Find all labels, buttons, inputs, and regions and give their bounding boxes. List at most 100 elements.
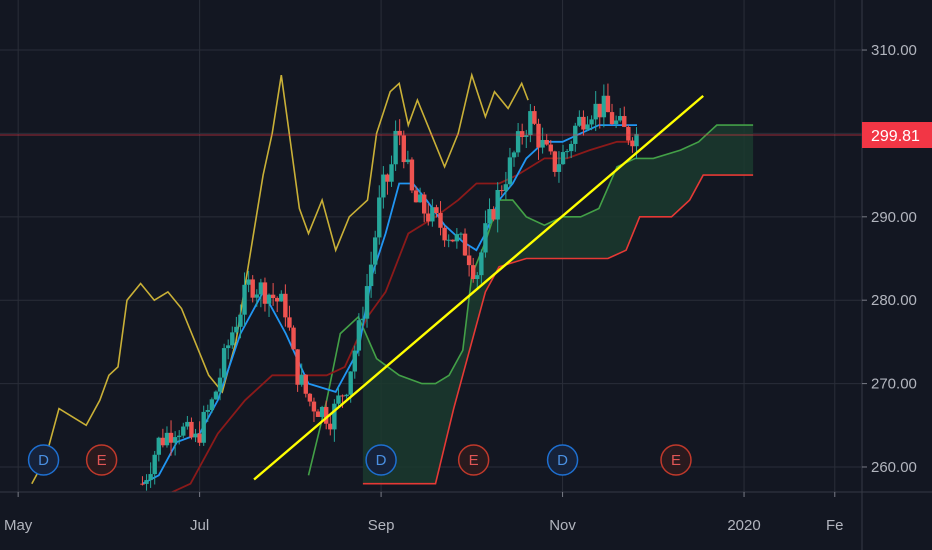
y-tick-label: 280.00 bbox=[871, 292, 917, 309]
candle-up bbox=[613, 120, 619, 125]
candle-down bbox=[197, 433, 202, 443]
candle-up bbox=[181, 426, 186, 436]
candle-up bbox=[446, 239, 451, 241]
candle-up bbox=[405, 159, 411, 163]
last-price-badge: 299.81 bbox=[862, 122, 932, 149]
last-price-badge-bg bbox=[862, 122, 932, 149]
candle-down bbox=[442, 227, 447, 241]
candle-up bbox=[507, 157, 513, 185]
candle-up bbox=[556, 164, 562, 172]
candle-up bbox=[336, 395, 341, 404]
x-tick-label: Jul bbox=[190, 517, 209, 534]
trendline-layer[interactable] bbox=[0, 94, 862, 481]
candle-down bbox=[519, 131, 525, 137]
candle-up bbox=[577, 116, 582, 126]
candle-up bbox=[515, 131, 521, 153]
candle-up bbox=[585, 124, 590, 130]
candle-up bbox=[511, 152, 517, 158]
candle-down bbox=[250, 279, 255, 298]
candle-down bbox=[307, 393, 313, 402]
candle-up bbox=[319, 406, 325, 417]
candle-down bbox=[536, 123, 541, 148]
candle-up bbox=[234, 326, 239, 333]
candle-down bbox=[421, 194, 427, 214]
support-trendline[interactable] bbox=[253, 94, 704, 481]
candle-up bbox=[593, 103, 598, 120]
candle-down bbox=[581, 116, 586, 130]
candle-up bbox=[156, 437, 161, 455]
candle-up bbox=[528, 111, 533, 136]
candle-down bbox=[450, 239, 455, 242]
last-price-label: 299.81 bbox=[871, 128, 920, 145]
candle-down bbox=[622, 116, 627, 127]
candle-down bbox=[470, 265, 476, 280]
event-marker-label: D bbox=[557, 452, 568, 469]
candle-up bbox=[430, 207, 435, 222]
candle-down bbox=[630, 140, 635, 147]
dividend-marker[interactable]: D bbox=[365, 444, 397, 476]
candle-up bbox=[177, 435, 182, 438]
dividend-marker-circle bbox=[546, 444, 579, 476]
candle-down bbox=[328, 423, 333, 430]
candle-down bbox=[270, 294, 276, 299]
candle-up bbox=[356, 320, 362, 351]
candle-down bbox=[499, 189, 504, 192]
candle-up bbox=[389, 164, 394, 182]
candle-down bbox=[626, 126, 631, 141]
candle-down bbox=[291, 327, 296, 350]
event-marker-label: D bbox=[38, 452, 49, 469]
candle-up bbox=[601, 95, 607, 118]
dividend-marker-circle bbox=[27, 444, 60, 476]
earnings-marker[interactable]: E bbox=[85, 444, 118, 476]
candle-down bbox=[401, 135, 406, 163]
candle-down bbox=[323, 406, 329, 424]
candle-down bbox=[491, 209, 496, 220]
candle-up bbox=[589, 119, 594, 125]
candle-up bbox=[540, 139, 545, 148]
candle-up bbox=[475, 275, 480, 280]
base-line bbox=[153, 140, 637, 502]
candle-up bbox=[185, 421, 190, 427]
candle-up bbox=[360, 318, 366, 321]
candle-up bbox=[332, 403, 337, 430]
candle-up bbox=[254, 294, 259, 298]
x-tick-label: Fe bbox=[826, 517, 844, 534]
candle-up bbox=[368, 264, 374, 287]
event-marker-label: E bbox=[97, 452, 107, 469]
dividend-marker[interactable]: D bbox=[546, 444, 579, 476]
candle-up bbox=[279, 293, 284, 302]
candle-down bbox=[140, 483, 145, 485]
candle-up bbox=[226, 345, 231, 349]
dividend-marker[interactable]: D bbox=[27, 444, 60, 476]
candles bbox=[140, 83, 639, 491]
y-axis-panel bbox=[862, 0, 932, 550]
candle-down bbox=[275, 298, 280, 302]
candle-up bbox=[201, 411, 206, 443]
candle-up bbox=[193, 433, 198, 438]
earnings-marker-circle bbox=[85, 444, 118, 476]
earnings-marker[interactable]: E bbox=[660, 444, 692, 476]
candle-up bbox=[524, 135, 529, 137]
candle-up bbox=[213, 391, 219, 400]
x-tick-label: Nov bbox=[549, 517, 576, 534]
candle-down bbox=[340, 395, 345, 397]
cloud-area bbox=[362, 125, 754, 484]
candle-down bbox=[168, 432, 174, 443]
candle-down bbox=[295, 349, 300, 385]
candle-down bbox=[409, 159, 415, 191]
candle-up bbox=[217, 377, 223, 392]
candle-down bbox=[315, 411, 321, 417]
candle-down bbox=[283, 293, 288, 318]
leading-span-a-line bbox=[307, 124, 754, 476]
candle-up bbox=[209, 399, 215, 411]
candle-up bbox=[238, 314, 243, 327]
x-tick-label: Sep bbox=[368, 517, 395, 534]
event-marker-label: E bbox=[469, 452, 479, 469]
candle-down bbox=[462, 233, 468, 256]
candle-down bbox=[303, 374, 308, 394]
candle-up bbox=[221, 348, 227, 378]
earnings-marker[interactable]: E bbox=[457, 444, 490, 476]
